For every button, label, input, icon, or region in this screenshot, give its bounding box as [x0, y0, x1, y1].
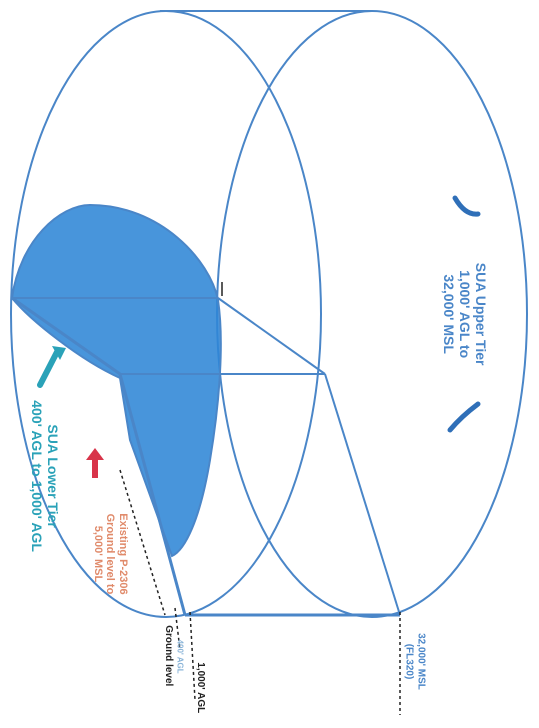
- existing-arrowhead: [86, 448, 104, 460]
- lower-tier-volume: [10, 203, 222, 558]
- agl-400-leader: [174, 607, 181, 651]
- existing-restricted-label: Existing P-2306 Ground level to 5,000' M…: [91, 494, 129, 614]
- agl-400-label: 400' AGL: [175, 639, 185, 674]
- msl-32000-line2: (FL320): [404, 643, 415, 680]
- existing-line3: 5,000' MSL: [91, 525, 104, 583]
- lower-tier-slope: [118, 373, 187, 616]
- upper-tier-line1: SUA Upper Tier: [473, 262, 490, 366]
- upper-tier-line2: 1,000' AGL to: [457, 270, 474, 359]
- msl-32000-line1: 32,000' MSL: [415, 633, 427, 690]
- msl-32000-label: 32,000' MSL (FL320): [404, 622, 427, 702]
- agl-1000-leader: [189, 611, 196, 701]
- lower-tier-label: SUA Lower Tier 400' AGL to 1,000' AGL: [29, 376, 61, 576]
- lower-tier-arrowhead: [52, 346, 66, 360]
- lower-tier-arrow: [37, 347, 61, 388]
- lower-tier-line1: SUA Lower Tier: [45, 424, 62, 528]
- cutaway-diagonal: [217, 297, 326, 375]
- upper-tier-line3: 32,000' MSL: [440, 274, 457, 354]
- upper-tier-label: SUA Upper Tier 1,000' AGL to 32,000' MSL: [441, 249, 489, 379]
- lower-tier-line2: 400' AGL to 1,000' AGL: [29, 400, 45, 552]
- existing-line2: Ground level to: [104, 513, 117, 595]
- ground-level-leader: [119, 469, 166, 616]
- upper-tier-arrow-bottom: [447, 401, 481, 433]
- ground-level-label: Ground level: [162, 625, 174, 687]
- upper-tier-arrow-top: [452, 195, 481, 217]
- existing-line1: Existing P-2306: [116, 513, 129, 595]
- cutaway-lower-diagonal: [324, 373, 401, 616]
- agl-1000-label: 1,000' AGL: [194, 662, 206, 714]
- lower-tier-edge: [11, 296, 121, 376]
